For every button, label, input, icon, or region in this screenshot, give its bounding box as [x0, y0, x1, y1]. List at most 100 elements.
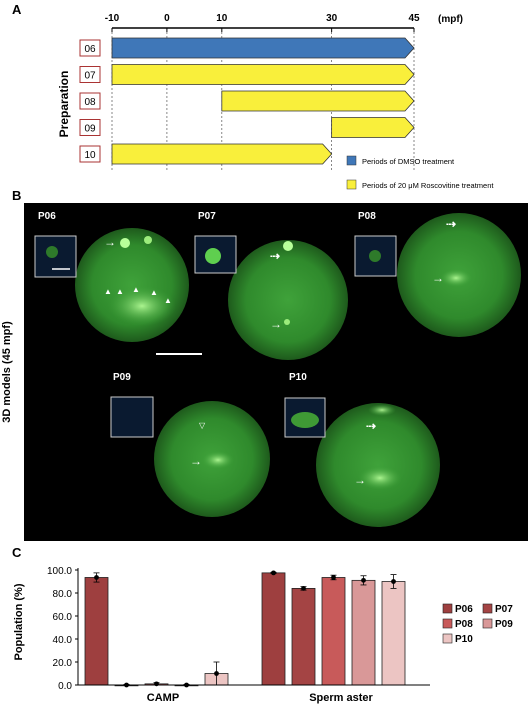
legend-roscovitine: Periods of 20 μM Roscovitine treatment: [362, 181, 494, 190]
y-tick-label: 80.0: [53, 589, 73, 600]
legend-swatch: [442, 633, 453, 644]
bar: [261, 572, 286, 686]
preparation-id-box: [79, 39, 101, 57]
tick-label: 0: [164, 13, 170, 24]
bar: [291, 588, 316, 686]
preparation-id-box: [79, 145, 101, 163]
embryo-label: P09: [113, 372, 131, 383]
a-legend: Periods of DMSO treatment Periods of 20 …: [346, 155, 494, 190]
panel-a: A (mpf) -10 0 10 30 45 Preparation 06 07 08 09 1…: [12, 2, 494, 190]
legend-label: P10: [455, 634, 473, 645]
c-y-axis: 0.0 20.0 40.0 60.0 80.0 100.0: [47, 566, 79, 692]
embryo-label: P08: [358, 211, 376, 222]
embryo-p06: → ▲ ▲ ▲ ▲ ▲ P06: [34, 211, 189, 342]
inset-p09: [110, 396, 154, 438]
tick-label: 10: [216, 13, 228, 24]
embryo-p09: → ▽ P09: [110, 372, 270, 517]
bar: [321, 577, 346, 686]
a-ylabel: Preparation: [57, 71, 71, 138]
legend-label: P09: [495, 619, 513, 630]
preparation-id-box: [79, 119, 101, 136]
dashed-arrow-icon: ⇢: [270, 249, 280, 263]
arrowhead-icon: ▲: [104, 287, 112, 296]
arrow-icon: →: [190, 454, 202, 468]
embryo-label: P10: [289, 372, 307, 383]
data-point: [301, 586, 306, 591]
panel-a-label: A: [12, 2, 22, 17]
legend-swatch-dmso: [346, 155, 357, 166]
y-tick-label: 100.0: [47, 566, 72, 577]
category-label-sperm-aster: Sperm aster: [309, 692, 373, 704]
y-tick-label: 60.0: [53, 612, 73, 623]
embryo-label: P07: [198, 211, 216, 222]
panel-c-label: C: [12, 545, 22, 560]
y-tick-label: 0.0: [58, 681, 72, 692]
axis-unit: (mpf): [438, 14, 463, 25]
panel-b: B 3D models (45 mpf) → ▲ ▲ ▲ ▲ ▲ P06: [1, 188, 528, 541]
pronucleus-spot: [144, 236, 152, 244]
embryo-p08: → ⇢ P08: [354, 211, 521, 337]
c-legend: P06 P07 P08 P09 P10: [442, 603, 513, 645]
arrowhead-icon: ▲: [164, 296, 172, 305]
treatment-bar: [111, 143, 333, 165]
inset-signal: [291, 412, 319, 428]
aster-signal: [358, 466, 402, 490]
dashed-arrow-icon: ⇢: [366, 419, 376, 433]
preparation-id: 09: [84, 124, 96, 135]
treatment-bar: [221, 90, 415, 112]
open-arrowhead-icon: ▽: [199, 421, 206, 430]
embryo-p07: → ⇢ P07: [194, 211, 348, 360]
bar: [84, 577, 109, 686]
data-point: [361, 577, 366, 583]
embryo-sphere: [228, 240, 348, 360]
data-point: [331, 575, 336, 580]
legend-dmso: Periods of DMSO treatment: [362, 157, 455, 166]
data-point: [391, 579, 396, 584]
bar: [381, 581, 406, 686]
treatment-bar: [331, 117, 415, 138]
embryo-p10: → ⇢ P10: [284, 372, 440, 527]
embryo-sphere: [316, 403, 440, 527]
tick-label: 45: [408, 13, 420, 24]
panel-c: C Population (%) 0.0 20.0 40.0 60.0 80.0 100.…: [12, 545, 513, 704]
inset-signal: [205, 248, 221, 264]
pronucleus-spot: [120, 238, 130, 248]
legend-swatch-roscovitine: [346, 179, 357, 190]
arrow-icon: →: [354, 473, 366, 487]
inset-signal: [46, 246, 58, 258]
arrow-icon: →: [104, 235, 116, 249]
preparation-id: 06: [84, 44, 96, 55]
category-label-camp: CAMP: [147, 692, 179, 704]
data-point: [154, 681, 159, 687]
aster-signal: [440, 269, 472, 287]
preparation-id-box: [79, 92, 101, 110]
y-tick-label: 20.0: [53, 658, 73, 669]
data-point: [94, 575, 99, 580]
tick-label: 30: [326, 13, 338, 24]
data-point: [271, 570, 276, 576]
aster-signal: [202, 451, 234, 469]
preparation-id: 08: [84, 97, 96, 108]
preparation-id: 10: [84, 150, 96, 161]
embryo-label: P06: [38, 211, 56, 222]
pronucleus-spot: [284, 319, 290, 325]
dashed-arrow-icon: ⇢: [446, 217, 456, 231]
arrowhead-icon: ▲: [132, 285, 140, 294]
inset-signal: [369, 250, 381, 262]
arrow-icon: →: [270, 317, 282, 331]
y-tick-label: 40.0: [53, 635, 73, 646]
legend-swatch: [442, 603, 453, 614]
preparation-id: 07: [84, 71, 96, 82]
preparation-id-box: [79, 66, 101, 83]
legend-swatch: [482, 618, 493, 629]
panel-b-label: B: [12, 188, 21, 203]
treatment-bar: [111, 37, 415, 59]
arrow-icon: →: [432, 271, 444, 285]
aster-signal: [108, 286, 176, 326]
bar: [351, 579, 376, 686]
legend-label: P08: [455, 619, 473, 630]
treatment-rows: 06 07 08 09 10: [79, 37, 415, 165]
pronucleus-signal: [368, 404, 396, 416]
data-point: [214, 671, 219, 676]
